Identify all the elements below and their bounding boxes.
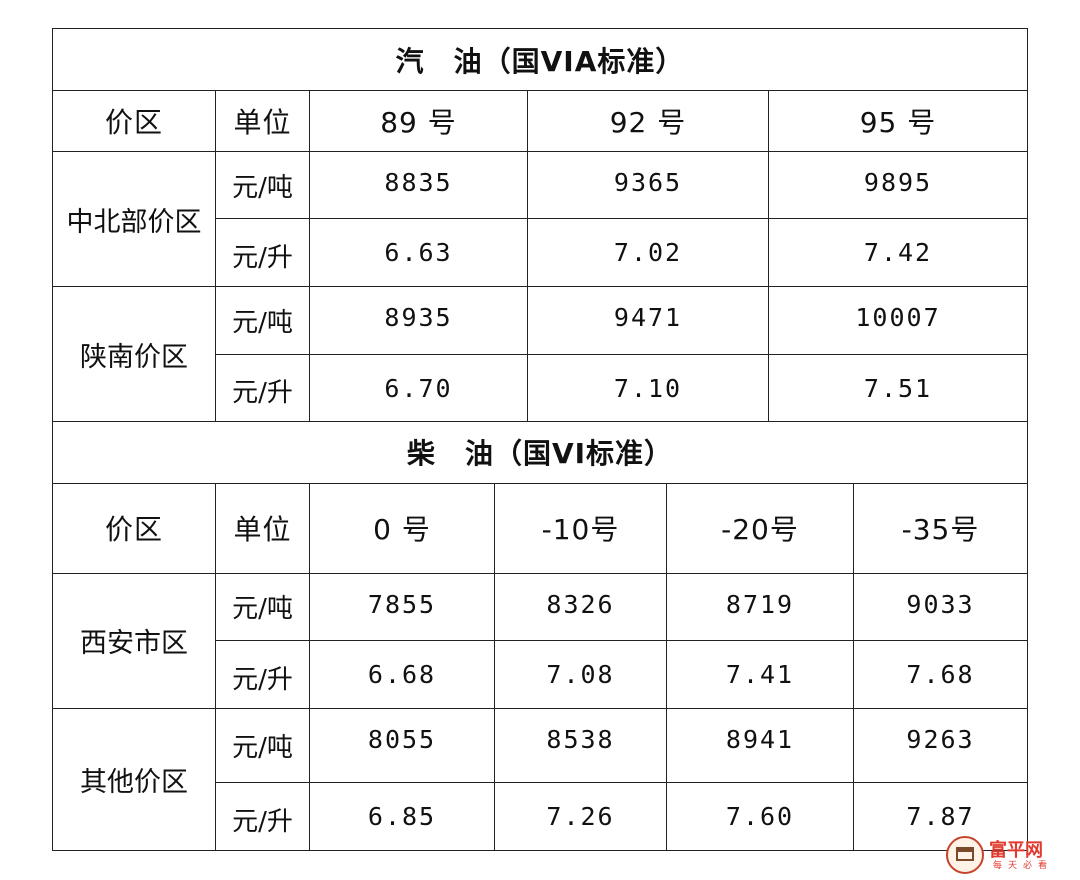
unit-cell: 元/升 xyxy=(215,781,310,851)
unit-cell: 元/吨 xyxy=(215,151,310,219)
gasoline-header-unit: 单位 xyxy=(215,90,310,152)
price-cell: 7.60 xyxy=(666,781,854,851)
price-cell: 8835 xyxy=(309,151,528,219)
site-watermark: 富平网 每天必看 xyxy=(946,836,1066,876)
region-cell: 西安市区 xyxy=(52,572,216,709)
price-cell: 7.02 xyxy=(527,218,769,287)
price-cell: 8326 xyxy=(494,572,667,641)
diesel-header-0: 0 号 xyxy=(309,482,495,574)
price-cell: 10007 xyxy=(768,286,1028,355)
price-cell: 9471 xyxy=(527,286,769,355)
diesel-header-unit: 单位 xyxy=(215,482,310,574)
table-row: 元/升 6.85 7.26 7.60 7.87 xyxy=(53,781,1028,851)
building-icon xyxy=(946,836,984,874)
table-row: 元/升 6.70 7.10 7.51 xyxy=(53,354,1028,422)
price-cell: 7.10 xyxy=(527,354,769,422)
price-cell: 8538 xyxy=(494,707,667,783)
diesel-header-minus35: -35号 xyxy=(853,482,1028,574)
unit-cell: 元/升 xyxy=(215,639,310,709)
price-cell: 7.87 xyxy=(853,781,1028,851)
unit-cell: 元/吨 xyxy=(215,286,310,355)
diesel-price-table: 柴 油（国VI标准） 价区 单位 0 号 -10号 -20号 -35号 西安市区… xyxy=(52,420,1028,851)
price-cell: 8719 xyxy=(666,572,854,641)
table-row: 西安市区 元/吨 7855 8326 8719 9033 xyxy=(52,572,1028,709)
price-cell: 9895 xyxy=(768,151,1028,219)
diesel-header-region: 价区 xyxy=(52,482,216,574)
price-cell: 6.63 xyxy=(309,218,528,287)
diesel-section-title: 柴 油（国VI标准） xyxy=(52,420,1028,484)
region-cell: 中北部价区 xyxy=(52,151,216,287)
price-cell: 7.08 xyxy=(494,639,667,709)
price-cell: 7.51 xyxy=(768,354,1028,422)
table-row: 元/升 6.68 7.08 7.41 7.68 xyxy=(53,639,1028,709)
price-cell: 6.68 xyxy=(309,639,495,709)
gasoline-header-95: 95 号 xyxy=(768,90,1028,152)
price-cell: 6.85 xyxy=(309,781,495,851)
price-cell: 8055 xyxy=(309,707,495,783)
price-cell: 7.26 xyxy=(494,781,667,851)
price-cell: 9365 xyxy=(527,151,769,219)
unit-cell: 元/升 xyxy=(215,218,310,287)
gasoline-header-92: 92 号 xyxy=(527,90,769,152)
table-row: 中北部价区 元/吨 8835 9365 9895 xyxy=(52,151,1028,287)
gasoline-header-89: 89 号 xyxy=(309,90,528,152)
diesel-header-minus20: -20号 xyxy=(666,482,854,574)
watermark-name: 富平网 xyxy=(989,840,1043,861)
unit-cell: 元/升 xyxy=(215,354,310,422)
price-cell: 9033 xyxy=(853,572,1028,641)
gasoline-price-table: 汽 油（国VIA标准） 价区 单位 89 号 92 号 95 号 中北部价区 元… xyxy=(52,28,1028,422)
price-cell: 9263 xyxy=(853,707,1028,783)
price-cell: 8941 xyxy=(666,707,854,783)
gasoline-header-region: 价区 xyxy=(52,90,216,152)
fuel-price-sheet: 汽 油（国VIA标准） 价区 单位 89 号 92 号 95 号 中北部价区 元… xyxy=(52,28,1028,851)
table-row: 其他价区 元/吨 8055 8538 8941 9263 xyxy=(52,707,1028,851)
region-cell: 其他价区 xyxy=(52,707,216,851)
gasoline-section-title: 汽 油（国VIA标准） xyxy=(52,28,1028,91)
table-row: 陕南价区 元/吨 8935 9471 10007 xyxy=(52,286,1028,422)
region-cell: 陕南价区 xyxy=(52,286,216,422)
price-cell: 6.70 xyxy=(309,354,528,422)
price-cell: 7.41 xyxy=(666,639,854,709)
unit-cell: 元/吨 xyxy=(215,572,310,641)
diesel-header-minus10: -10号 xyxy=(494,482,667,574)
unit-cell: 元/吨 xyxy=(215,707,310,783)
price-cell: 7855 xyxy=(309,572,495,641)
watermark-tagline: 每天必看 xyxy=(993,861,1054,871)
price-cell: 7.68 xyxy=(853,639,1028,709)
price-cell: 7.42 xyxy=(768,218,1028,287)
price-cell: 8935 xyxy=(309,286,528,355)
